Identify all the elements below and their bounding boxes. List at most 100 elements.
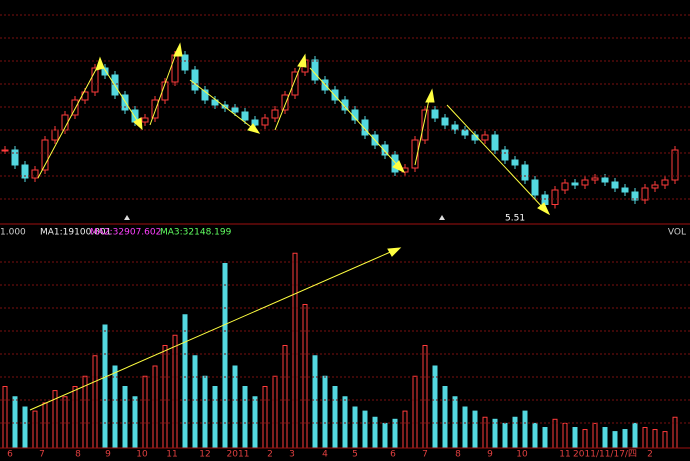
candle <box>361 119 369 136</box>
candle <box>171 54 179 83</box>
volume-bar <box>172 334 178 449</box>
candle <box>601 177 609 183</box>
candle <box>421 109 429 141</box>
x-tick-label: 9 <box>487 450 493 460</box>
candle <box>431 109 439 119</box>
candle <box>571 182 579 186</box>
candle <box>591 177 599 181</box>
volume-bar <box>352 406 358 449</box>
volume-bar <box>642 427 648 449</box>
candle <box>661 179 669 186</box>
candle <box>261 117 269 126</box>
x-tick-label: 6 <box>7 450 13 460</box>
volume-bar <box>372 416 378 449</box>
volume-bar <box>582 429 588 449</box>
volume-bar <box>272 375 278 449</box>
candle <box>191 69 199 91</box>
candle <box>511 159 519 166</box>
candle <box>251 119 259 126</box>
volume-bar <box>222 263 228 449</box>
candle <box>411 139 419 169</box>
volume-bar <box>672 416 678 449</box>
candle <box>531 179 539 196</box>
candle <box>201 89 209 101</box>
candle <box>561 182 569 191</box>
candle <box>381 144 389 156</box>
candle <box>151 99 159 119</box>
candle <box>31 169 39 179</box>
candle <box>671 149 679 181</box>
candle <box>11 149 19 166</box>
candle <box>211 99 219 106</box>
volume-bar <box>602 427 608 449</box>
volume-bar <box>622 429 628 449</box>
volume-bar <box>32 410 38 449</box>
x-tick-label: 2 <box>267 450 273 460</box>
candle <box>231 107 239 113</box>
volume-bar <box>662 431 668 449</box>
x-tick-label: 8 <box>455 450 461 460</box>
volume-bar <box>162 345 168 449</box>
volume-bar <box>262 386 268 449</box>
volume-bar <box>462 406 468 449</box>
annotation-arrows <box>29 42 551 411</box>
candle <box>1 149 9 152</box>
volume-bar <box>432 365 438 449</box>
indicator-label: VOL <box>668 228 686 238</box>
x-tick-label: 2 <box>647 450 653 460</box>
x-tick-label: 2011/11/17/四 <box>573 450 637 460</box>
volume-bar <box>482 416 488 449</box>
volume-bar <box>192 355 198 449</box>
marker <box>124 215 130 220</box>
volume-bar <box>472 410 478 449</box>
volume-bar <box>342 396 348 449</box>
volume-bar <box>22 406 28 449</box>
volume-bar <box>72 386 78 449</box>
legend-item: MA3:32148.199 <box>160 228 232 238</box>
volume-bar <box>252 396 258 449</box>
x-tick-label: 7 <box>39 450 45 460</box>
candle <box>101 67 109 76</box>
volume-bar <box>292 252 298 449</box>
volume-bar <box>92 355 98 449</box>
candle <box>541 194 549 205</box>
volume-bar <box>652 429 658 449</box>
volume-bar <box>552 418 558 449</box>
volume-bar <box>512 416 518 449</box>
x-tick-label: 5 <box>352 450 358 460</box>
volume-bar <box>322 375 328 449</box>
price-panel: 1.000 MA1:19100.801MA2:32907.602MA3:32148… <box>0 51 679 460</box>
candle <box>581 179 589 186</box>
x-tick-label: 10 <box>136 450 148 460</box>
volume-bar <box>502 422 508 449</box>
volume-bar <box>132 396 138 449</box>
candle <box>311 59 319 81</box>
volume-bar <box>452 396 458 449</box>
x-tick-label: 4 <box>322 450 328 460</box>
volume-bar <box>362 410 368 449</box>
candle <box>271 109 279 119</box>
candle <box>51 129 59 141</box>
candle <box>501 149 509 161</box>
volume-bar <box>572 427 578 449</box>
candle <box>331 89 339 101</box>
volume-bar <box>142 375 148 449</box>
volume-bar <box>242 386 248 449</box>
volume-bar <box>282 345 288 449</box>
volume-bar <box>412 375 418 449</box>
volume-bar <box>302 304 308 449</box>
volume-bar <box>312 355 318 449</box>
x-tick-label: 9 <box>105 450 111 460</box>
candle <box>651 184 659 189</box>
candle <box>641 187 649 201</box>
candle <box>491 134 499 151</box>
volume-bar <box>492 418 498 449</box>
candle <box>611 181 619 189</box>
volume-bar <box>232 365 238 449</box>
candle <box>341 99 349 111</box>
candle <box>121 94 129 111</box>
volume-bar <box>212 386 218 449</box>
volume-bar <box>542 427 548 449</box>
x-tick-label: 2011 <box>227 450 250 460</box>
volume-bar <box>592 422 598 449</box>
